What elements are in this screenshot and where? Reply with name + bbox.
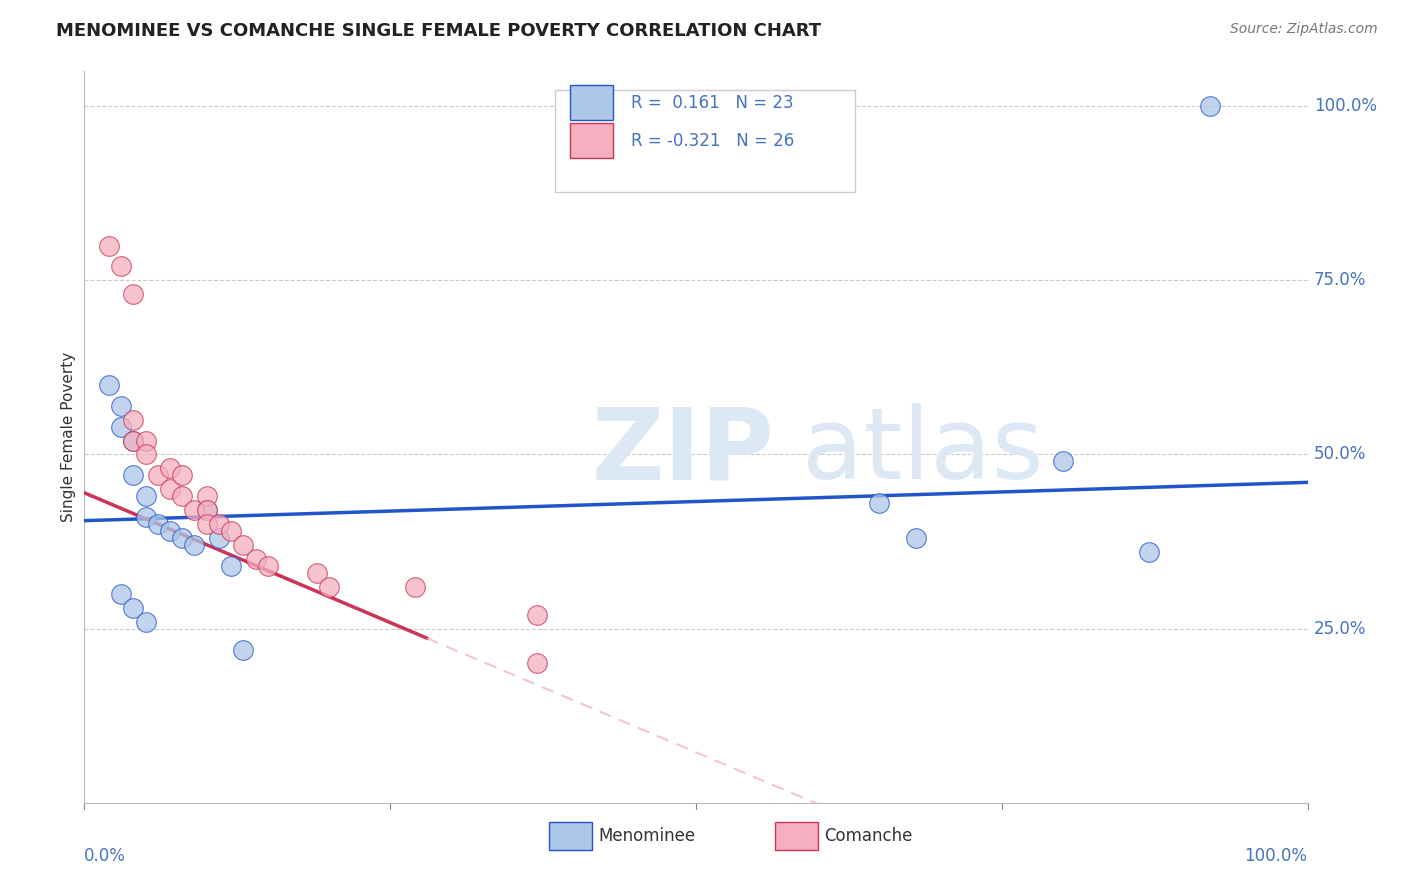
- Point: [122, 468, 145, 483]
- Point: [135, 448, 157, 462]
- Point: [404, 580, 426, 594]
- Bar: [550, 822, 592, 850]
- Text: 0.0%: 0.0%: [84, 847, 127, 864]
- Point: [146, 468, 169, 483]
- Text: Comanche: Comanche: [824, 827, 912, 846]
- Text: R = -0.321   N = 26: R = -0.321 N = 26: [631, 132, 794, 150]
- Point: [135, 615, 157, 629]
- Point: [135, 434, 157, 448]
- Point: [208, 517, 231, 532]
- Text: MENOMINEE VS COMANCHE SINGLE FEMALE POVERTY CORRELATION CHART: MENOMINEE VS COMANCHE SINGLE FEMALE POVE…: [56, 22, 821, 40]
- Text: Source: ZipAtlas.com: Source: ZipAtlas.com: [1230, 22, 1378, 37]
- Point: [97, 238, 120, 252]
- Point: [257, 558, 280, 573]
- Text: ZIP: ZIP: [592, 403, 775, 500]
- Point: [195, 517, 218, 532]
- Text: 100.0%: 100.0%: [1244, 847, 1308, 864]
- Point: [159, 483, 181, 497]
- Y-axis label: Single Female Poverty: Single Female Poverty: [60, 352, 76, 522]
- Point: [195, 503, 218, 517]
- Point: [97, 377, 120, 392]
- Point: [219, 524, 242, 538]
- Point: [146, 517, 169, 532]
- Point: [159, 524, 181, 538]
- Point: [183, 538, 205, 552]
- Bar: [569, 86, 613, 120]
- Point: [183, 503, 205, 517]
- Text: 50.0%: 50.0%: [1313, 445, 1367, 464]
- Point: [159, 461, 181, 475]
- Bar: [569, 123, 613, 159]
- Text: 25.0%: 25.0%: [1313, 620, 1367, 638]
- Point: [172, 531, 194, 545]
- Point: [869, 496, 891, 510]
- Point: [172, 468, 194, 483]
- Text: atlas: atlas: [803, 403, 1045, 500]
- Point: [232, 642, 254, 657]
- Point: [1198, 99, 1220, 113]
- Text: Menominee: Menominee: [598, 827, 695, 846]
- Point: [172, 489, 194, 503]
- Point: [232, 538, 254, 552]
- Point: [1137, 545, 1160, 559]
- Point: [122, 412, 145, 426]
- Point: [1052, 454, 1074, 468]
- FancyBboxPatch shape: [555, 90, 855, 192]
- Point: [208, 531, 231, 545]
- Text: R =  0.161   N = 23: R = 0.161 N = 23: [631, 94, 794, 112]
- Bar: [776, 822, 818, 850]
- Point: [122, 600, 145, 615]
- Point: [195, 489, 218, 503]
- Point: [110, 399, 132, 413]
- Point: [905, 531, 928, 545]
- Point: [110, 260, 132, 274]
- Point: [526, 607, 548, 622]
- Point: [122, 287, 145, 301]
- Point: [135, 510, 157, 524]
- Point: [122, 434, 145, 448]
- Text: 100.0%: 100.0%: [1313, 97, 1376, 115]
- Point: [110, 587, 132, 601]
- Point: [245, 552, 267, 566]
- Point: [305, 566, 328, 580]
- Point: [195, 503, 218, 517]
- Point: [219, 558, 242, 573]
- Point: [110, 419, 132, 434]
- Point: [318, 580, 340, 594]
- Text: 75.0%: 75.0%: [1313, 271, 1367, 289]
- Point: [526, 657, 548, 671]
- Point: [135, 489, 157, 503]
- Point: [122, 434, 145, 448]
